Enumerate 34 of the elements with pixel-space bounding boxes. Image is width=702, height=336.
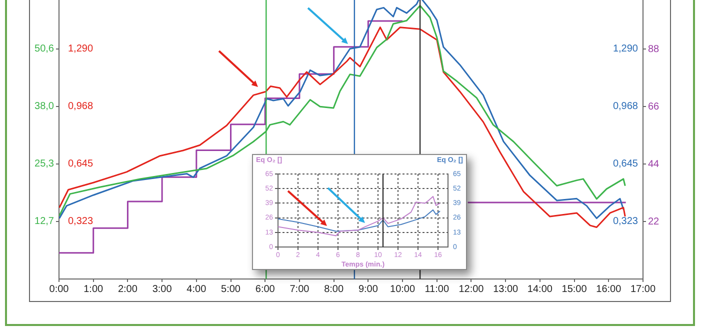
y2-tick-label: 0,645	[68, 158, 94, 170]
x-tick-label: 4:00	[186, 284, 207, 295]
y2-tick-label: 1,290	[68, 44, 94, 55]
text: 0,323	[612, 216, 638, 228]
x-tick-label: 8:00	[324, 284, 344, 295]
y2-tick-label: 0,323	[68, 216, 94, 228]
x-tick-label: 5:00	[221, 284, 241, 295]
x-tick-label: 11:00	[424, 284, 450, 295]
x-tick-label: 13:00	[493, 284, 519, 295]
y3-tick-label: 88	[648, 44, 660, 55]
x-tick-label: 6:00	[255, 284, 276, 295]
x-tick-label: 0:00	[49, 284, 70, 295]
x-tick-label: 1:00	[84, 284, 104, 295]
y3-tick-label: 22	[648, 216, 660, 228]
x-tick-label: 15:00	[562, 284, 588, 295]
y3-tick-label: 44	[648, 158, 660, 170]
x-tick-label: 9:00	[358, 284, 378, 295]
x-tick-label: 17:00	[630, 284, 656, 295]
x-tick-label: 10:00	[390, 284, 416, 295]
x-tick-label: 7:00	[290, 284, 310, 295]
y2-tick-label: 0,968	[68, 101, 94, 112]
text: 0,645	[612, 158, 638, 170]
x-tick-label: 12:00	[458, 284, 484, 295]
x-tick-label: 2:00	[118, 284, 138, 295]
x-tick-label: 3:00	[152, 284, 172, 295]
y-tick-label: 25,3	[34, 158, 54, 170]
x-tick-label: 16:00	[596, 284, 622, 295]
y-tick-label: 50,6	[34, 44, 54, 55]
y-tick-label: 12,7	[34, 216, 54, 228]
text: 1,290	[612, 44, 638, 55]
y-tick-label: 38,0	[34, 101, 54, 112]
x-tick-label: 14:00	[527, 284, 553, 295]
y3-tick-label: 66	[648, 101, 660, 112]
text: 0,968	[612, 101, 638, 112]
